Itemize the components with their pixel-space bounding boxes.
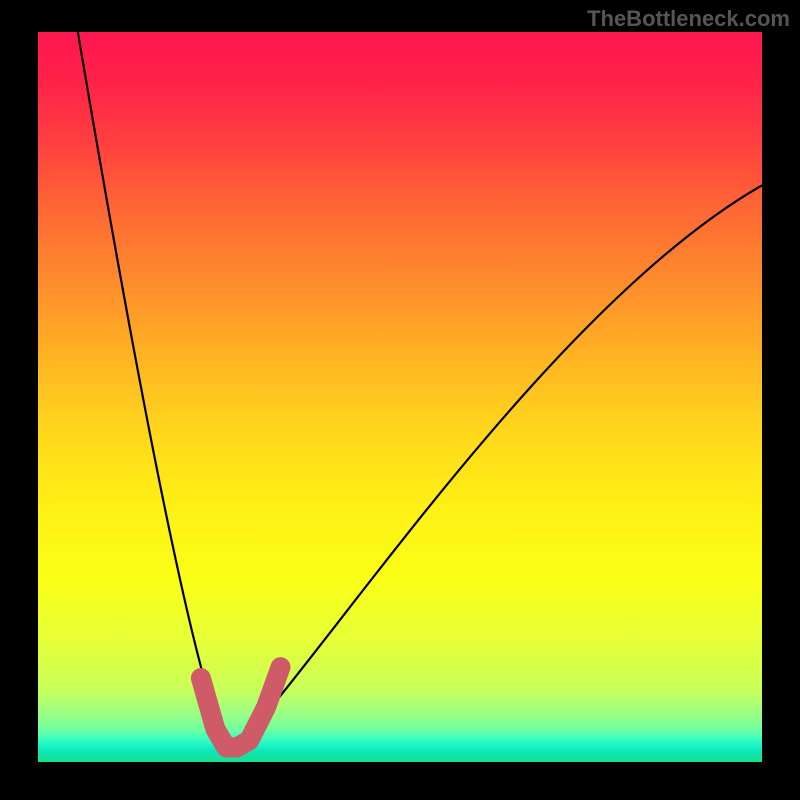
chart-container: TheBottleneck.com <box>0 0 800 800</box>
plot-svg <box>38 32 762 762</box>
gradient-background <box>38 32 762 762</box>
watermark-text: TheBottleneck.com <box>587 6 790 32</box>
plot-area <box>38 32 762 762</box>
